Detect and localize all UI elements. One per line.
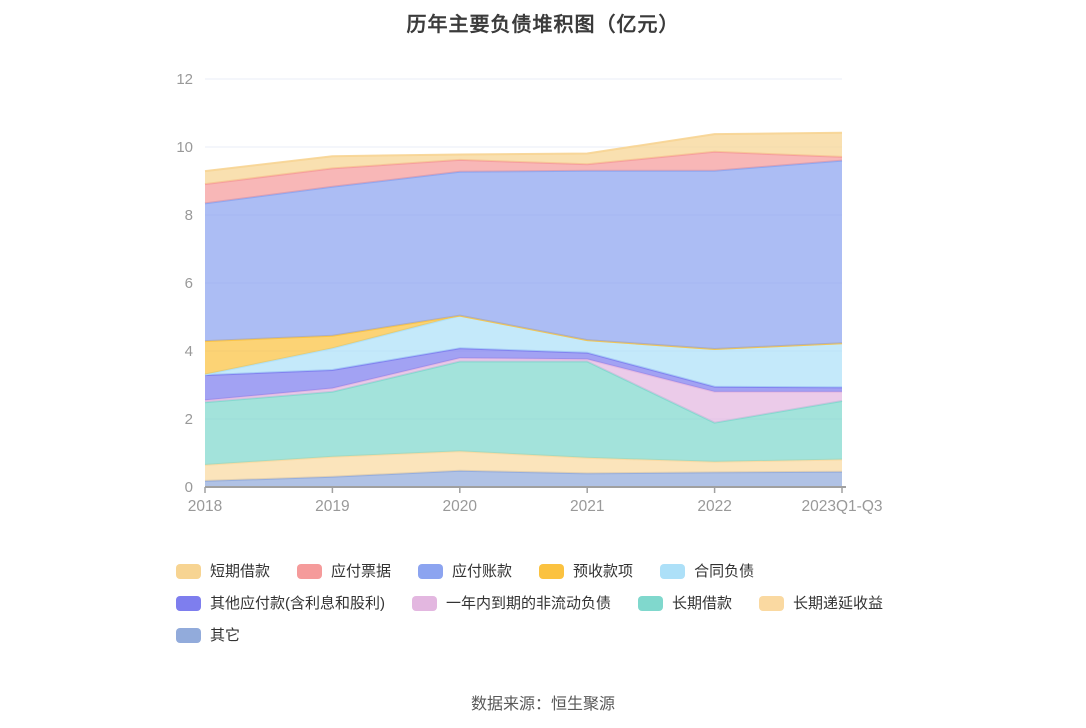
legend-label: 长期借款	[672, 595, 733, 612]
line-其他应付款(含利息和股利)	[204, 347, 843, 389]
y-axis-label-2: 2	[185, 411, 193, 428]
area-一年内到期的非流动负债	[205, 358, 842, 423]
page-title: 历年主要负债堆积图（亿元）	[406, 14, 680, 36]
area-预收款项	[205, 315, 842, 375]
area-应付票据	[205, 151, 842, 204]
legend-item-其它[interactable]: 其它	[176, 625, 240, 646]
legend-swatch-icon	[176, 628, 201, 643]
area-短期借款	[205, 132, 842, 185]
legend-swatch-icon	[176, 564, 201, 579]
legend-swatch-icon	[660, 564, 686, 579]
y-axis-label-4: 4	[185, 343, 193, 360]
x-axis-label-2019: 2019	[315, 498, 349, 515]
y-axis-label-6: 6	[185, 275, 193, 292]
legend-label: 长期递延收益	[793, 595, 884, 612]
legend-swatch-icon	[418, 564, 444, 579]
area-长期借款	[205, 361, 842, 465]
stacked-area-chart[interactable]: 0 2 4 6 8 10 12 2018 2019 2020 2021 2022 2023Q1-Q3	[176, 71, 882, 515]
legend-swatch-icon	[759, 596, 785, 611]
legend-item-长期借款[interactable]: 长期借款	[638, 593, 732, 614]
chart-canvas[interactable]: 0 2 4 6 8 10 12 2018 2019 2020 2021 2022 2023Q1-Q3	[176, 71, 882, 515]
legend-label: 应付票据	[331, 563, 392, 580]
legend-label: 其他应付款(含利息和股利)	[210, 595, 385, 612]
chart-legend: 短期借款 应付票据 应付账款 预收款项 合同负债其他应付款(含利息和股利) 一年内到期的非…	[176, 561, 946, 646]
legend-item-应付票据[interactable]: 应付票据	[297, 561, 391, 582]
x-axis-label-2021: 2021	[570, 498, 604, 515]
legend-item-预收款项[interactable]: 预收款项	[539, 561, 633, 582]
legend-swatch-icon	[539, 564, 565, 579]
x-axis-label-2023Q1-Q3: 2023Q1-Q3	[802, 498, 883, 515]
area-合同负债	[205, 315, 842, 388]
legend-swatch-icon	[638, 596, 664, 611]
x-axis-label-2020: 2020	[443, 498, 478, 515]
line-短期借款	[204, 131, 843, 173]
area-其他应付款(含利息和股利)	[205, 348, 842, 401]
y-axis-label-10: 10	[176, 139, 193, 156]
legend-swatch-icon	[176, 596, 201, 611]
legend-label: 预收款项	[573, 563, 634, 580]
area-其它	[205, 470, 842, 487]
legend-label: 短期借款	[210, 563, 271, 580]
legend-label: 合同负债	[694, 563, 755, 580]
y-axis-label-12: 12	[176, 71, 193, 88]
legend-item-短期借款[interactable]: 短期借款	[176, 561, 270, 582]
legend-item-长期递延收益[interactable]: 长期递延收益	[759, 593, 883, 614]
legend-item-其他应付款(含利息和股利)[interactable]: 其他应付款(含利息和股利)	[176, 593, 385, 614]
legend-label: 其它	[210, 627, 241, 644]
legend-item-一年内到期的非流动负债[interactable]: 一年内到期的非流动负债	[412, 593, 611, 614]
area-长期递延收益	[205, 451, 842, 481]
x-axis-label-2022: 2022	[697, 498, 731, 515]
y-axis-label-8: 8	[185, 207, 193, 224]
legend-label: 应付账款	[452, 563, 513, 580]
area-应付账款	[205, 160, 842, 349]
legend-label: 一年内到期的非流动负债	[446, 595, 612, 612]
legend-item-应付账款[interactable]: 应付账款	[418, 561, 512, 582]
y-axis-label-0: 0	[185, 479, 193, 496]
legend-swatch-icon	[297, 564, 323, 579]
legend-item-合同负债[interactable]: 合同负债	[660, 561, 754, 582]
legend-swatch-icon	[412, 596, 437, 611]
x-axis-label-2018: 2018	[188, 498, 222, 515]
data-source-note: 数据来源：恒生聚源	[470, 696, 615, 713]
